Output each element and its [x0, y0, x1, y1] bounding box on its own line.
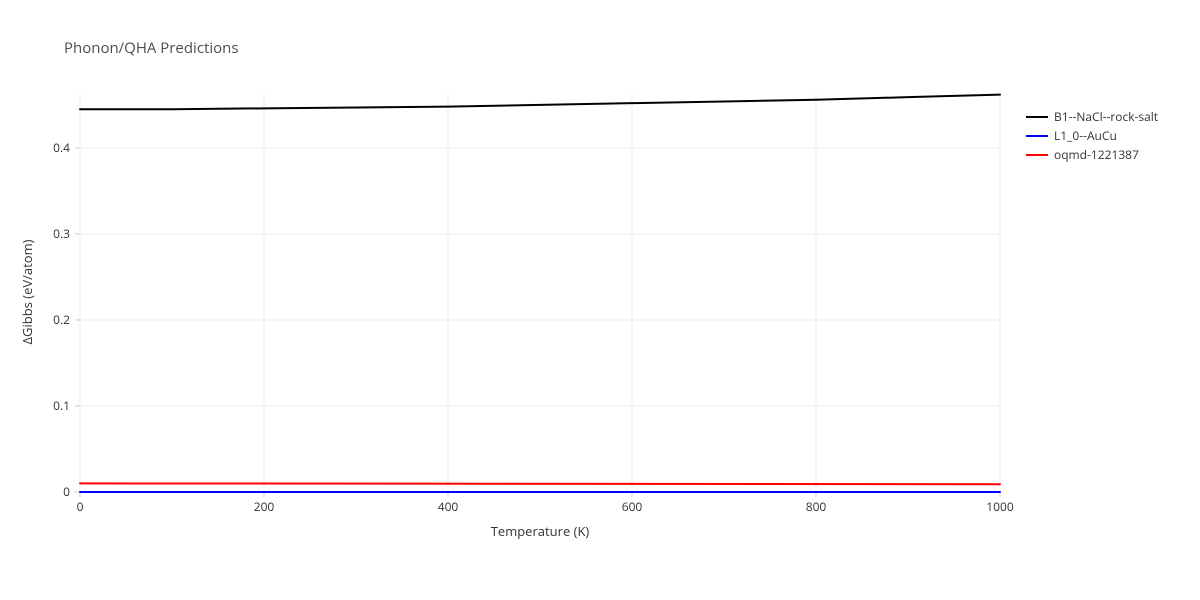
x-tick-label: 1000: [986, 498, 1014, 515]
y-tick-label: 0.3: [53, 225, 70, 242]
series-line: [80, 95, 1000, 110]
chart-svg: 0 200 400 600 800 1000 0 0.1 0.2 0.3 0.4 Temperatur…: [0, 0, 1200, 600]
y-tick-label: 0.1: [53, 397, 70, 414]
x-tick-label: 0: [77, 498, 84, 515]
legend-label: L1_0--AuCu: [1054, 127, 1117, 144]
plot-area: [80, 92, 1000, 492]
y-tick-label: 0.4: [53, 139, 70, 156]
y-axis-label: ΔGibbs (eV/atom): [18, 239, 36, 344]
legend-swatch: [1026, 135, 1048, 137]
series-line: [80, 483, 1000, 484]
x-tick-label: 600: [622, 498, 643, 515]
x-tick-label: 800: [806, 498, 827, 515]
chart-container: Phonon/QHA Predictions 0 200 400 600 800 1000…: [0, 0, 1200, 600]
legend-label: B1--NaCl--rock-salt: [1054, 108, 1158, 125]
chart-title: Phonon/QHA Predictions: [64, 38, 239, 58]
x-axis-label: Temperature (K): [491, 522, 590, 540]
x-tick-label: 200: [254, 498, 275, 515]
x-tick-label: 400: [438, 498, 459, 515]
legend-item[interactable]: oqmd-1221387: [1026, 146, 1139, 163]
legend-swatch: [1026, 154, 1048, 156]
y-tick-label: 0.2: [53, 311, 70, 328]
y-tick-label: 0: [63, 483, 70, 500]
legend-swatch: [1026, 116, 1048, 118]
legend-item[interactable]: B1--NaCl--rock-salt: [1026, 108, 1158, 125]
legend-item[interactable]: L1_0--AuCu: [1026, 127, 1117, 144]
legend-label: oqmd-1221387: [1054, 146, 1139, 163]
